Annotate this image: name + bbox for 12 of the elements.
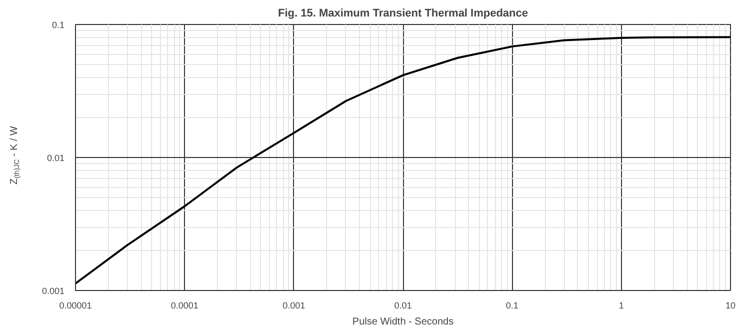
- x-tick-label: 0.01: [394, 300, 412, 310]
- chart-title: Fig. 15. Maximum Transient Thermal Impedance: [278, 8, 528, 20]
- x-tick-label: 0.001: [282, 300, 306, 310]
- y-tick-label: 0.01: [46, 153, 65, 163]
- x-tick-label: 0.1: [506, 300, 518, 310]
- x-tick-label: 0.0001: [170, 300, 198, 310]
- x-tick-label: 10: [725, 300, 736, 310]
- x-tick-label: 1: [618, 300, 624, 310]
- x-axis-title: Pulse Width - Seconds: [352, 316, 454, 328]
- y-tick-label: 0.1: [52, 20, 65, 30]
- y-tick-label: 0.001: [42, 286, 65, 296]
- x-tick-label: 0.00001: [59, 300, 92, 310]
